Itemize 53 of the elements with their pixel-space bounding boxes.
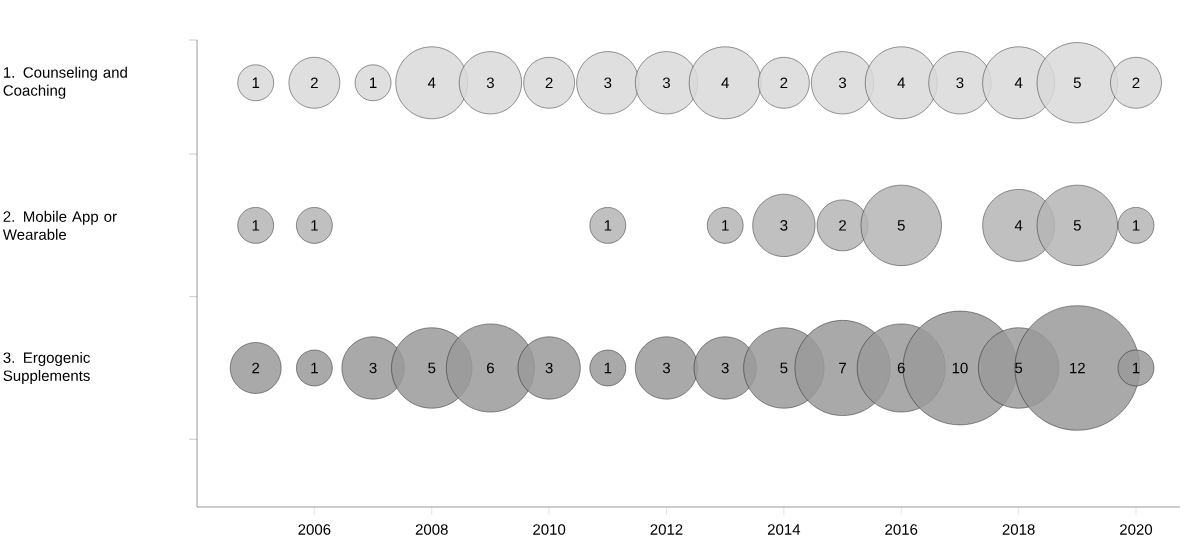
data-label: 3: [545, 362, 553, 374]
data-label: 3: [369, 362, 377, 374]
x-tick-label: 2018: [1002, 524, 1035, 535]
data-label: 2: [252, 362, 260, 374]
data-label: 3: [721, 362, 729, 374]
y-tick-label: 1. Counseling and Coaching: [3, 66, 127, 99]
data-label: 1: [604, 220, 612, 231]
data-label: 4: [1014, 77, 1023, 88]
data-label: 1: [311, 362, 318, 374]
x-tick-label: 2006: [298, 524, 331, 535]
data-label: 2: [839, 220, 846, 231]
data-label: 3: [780, 220, 788, 231]
data-label: 2: [1132, 77, 1140, 89]
data-label: 5: [1015, 362, 1023, 374]
data-label: 4: [427, 77, 436, 88]
data-label: 4: [721, 77, 729, 88]
data-label: 1: [252, 77, 260, 88]
data-label: 2: [545, 77, 553, 89]
y-tick-label: 2. Mobile App or Wearable: [2, 210, 117, 240]
data-label: 5: [780, 362, 788, 374]
x-tick-label: 2020: [1120, 524, 1153, 535]
x-tick-label: 2012: [650, 524, 683, 535]
data-label: 6: [487, 362, 494, 374]
x-tick-label: 2008: [415, 524, 448, 535]
data-label: 3: [662, 77, 671, 89]
data-label: 7: [839, 362, 846, 374]
data-label: 2: [780, 77, 788, 89]
data-label: 3: [662, 362, 671, 374]
data-label: 3: [838, 77, 847, 89]
data-label: 1: [370, 77, 377, 88]
data-label: 1: [604, 362, 612, 374]
x-tick-label: 2014: [767, 524, 801, 535]
data-label: 5: [1073, 220, 1081, 231]
data-label: 1: [1132, 362, 1140, 374]
data-label: 10: [952, 362, 968, 374]
data-label: 1: [252, 220, 260, 231]
y-tick-label: 3. Ergogenic Supplements: [3, 351, 90, 384]
data-label: 2: [310, 77, 318, 89]
data-label: 5: [897, 220, 905, 231]
data-label: 5: [428, 362, 436, 374]
data-label: 1: [1132, 220, 1140, 231]
x-tick-label: 2010: [533, 524, 566, 535]
data-label: 3: [956, 77, 964, 89]
data-label: 4: [1014, 220, 1023, 231]
data-label: 4: [897, 77, 905, 88]
x-tick-label: 2016: [885, 524, 918, 535]
data-label: 3: [486, 77, 494, 89]
data-label: 6: [897, 362, 905, 374]
data-label: 1: [722, 220, 729, 231]
data-label: 5: [1073, 77, 1081, 89]
data-label: 1: [311, 220, 318, 231]
data-label: 3: [604, 77, 612, 89]
data-label: 12: [1070, 362, 1085, 374]
